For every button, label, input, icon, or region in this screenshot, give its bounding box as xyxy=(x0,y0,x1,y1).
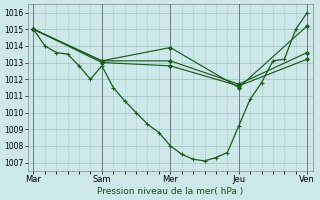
X-axis label: Pression niveau de la mer( hPa ): Pression niveau de la mer( hPa ) xyxy=(97,187,244,196)
